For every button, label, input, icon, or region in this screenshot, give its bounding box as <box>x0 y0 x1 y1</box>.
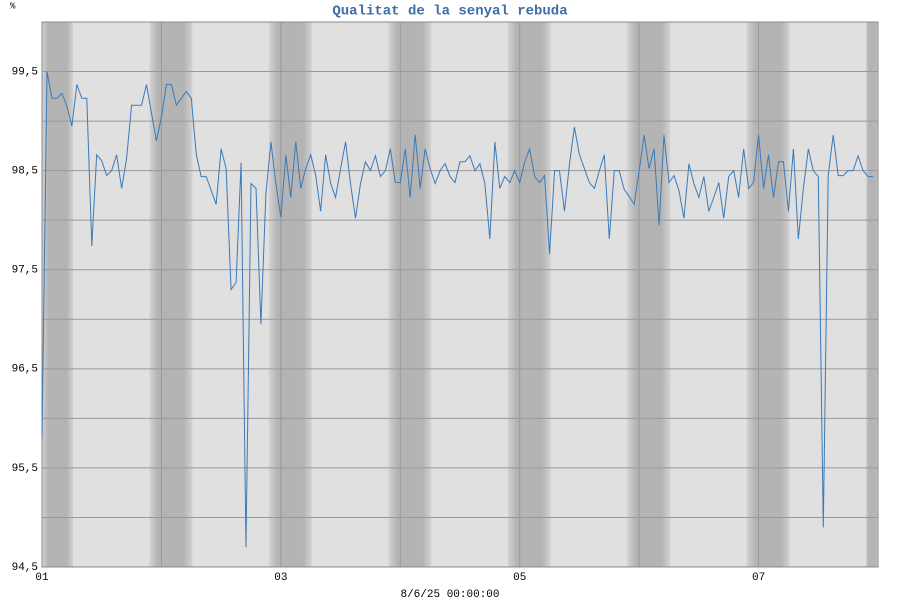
night-band <box>268 22 312 567</box>
night-band <box>149 22 193 567</box>
x-tick-label: 07 <box>752 572 765 584</box>
y-tick-label: 98,5 <box>12 166 38 178</box>
night-band <box>746 22 790 567</box>
night-band <box>42 22 74 567</box>
x-axis-label: 8/6/25 00:00:00 <box>400 589 499 600</box>
y-tick-label: 96,5 <box>12 364 38 376</box>
x-tick-label: 03 <box>274 572 287 584</box>
y-tick-label: 95,5 <box>12 463 38 475</box>
plot-frame <box>41 21 879 568</box>
y-tick-label: 97,5 <box>12 265 38 277</box>
x-tick-label: 05 <box>513 572 526 584</box>
night-band <box>627 22 671 567</box>
night-band <box>866 22 878 567</box>
x-tick-label: 01 <box>35 572 49 584</box>
y-tick-label: 94,5 <box>12 562 38 574</box>
night-band <box>507 22 551 567</box>
y-tick-label: 99,5 <box>12 66 38 78</box>
night-band <box>388 22 432 567</box>
chart-title: Qualitat de la senyal rebuda <box>332 4 568 20</box>
y-axis-label: % <box>10 1 16 11</box>
data-line <box>41 71 873 548</box>
